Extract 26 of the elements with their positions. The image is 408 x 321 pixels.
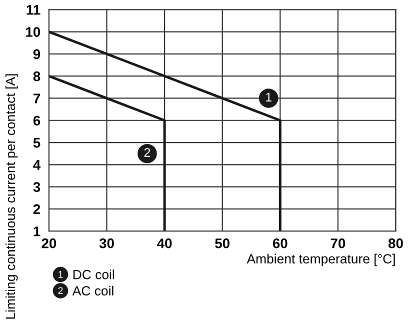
y-tick-label: 6 bbox=[33, 116, 40, 126]
y-tick-label: 10 bbox=[26, 27, 40, 37]
y-tick-label: 9 bbox=[33, 49, 40, 60]
y-axis-title: Limiting continuous current per contact [A] bbox=[5, 74, 18, 319]
x-tick-label: 60 bbox=[272, 238, 288, 248]
y-tick-label: 7 bbox=[34, 94, 40, 104]
y-tick-label: 5 bbox=[33, 138, 40, 148]
x-tick-label: 80 bbox=[388, 238, 403, 248]
x-axis-title: Ambient temperature [°C] bbox=[246, 254, 395, 266]
annotation: 1 bbox=[266, 92, 272, 102]
text: 1 bbox=[58, 271, 63, 278]
y-tick-label: 11 bbox=[26, 5, 40, 15]
text: 2 bbox=[58, 287, 63, 294]
annotation: 2 bbox=[144, 148, 150, 157]
x-tick-label: 70 bbox=[330, 238, 346, 248]
x-tick-label: 50 bbox=[215, 238, 230, 248]
y-tick-label: 3 bbox=[33, 182, 40, 192]
y-tick-label: 1 bbox=[34, 226, 40, 236]
y-tick-label: 8 bbox=[33, 71, 40, 82]
x-tick-label: 30 bbox=[99, 238, 114, 248]
legend-label: AC coil bbox=[72, 286, 114, 296]
x-tick-label: 40 bbox=[157, 238, 172, 248]
legend-label: DC coil bbox=[73, 270, 114, 280]
y-tick-label: 4 bbox=[33, 160, 41, 170]
y-tick-label: 2 bbox=[33, 204, 40, 214]
x-tick-label: 20 bbox=[42, 238, 56, 248]
